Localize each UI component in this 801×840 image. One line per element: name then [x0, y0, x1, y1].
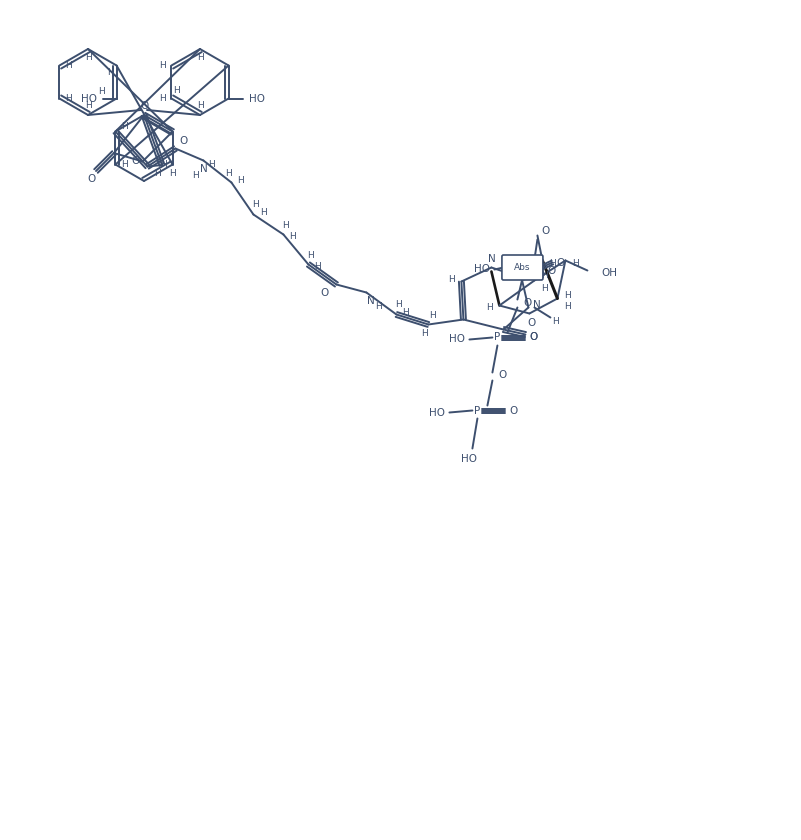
Text: OH: OH [602, 267, 618, 277]
Text: H: H [395, 300, 402, 309]
Text: HO: HO [461, 454, 477, 464]
Text: H: H [159, 94, 166, 103]
Text: N: N [367, 296, 374, 306]
Text: H: H [375, 302, 382, 311]
Text: HO: HO [81, 93, 97, 103]
Text: O: O [131, 156, 139, 166]
Text: O: O [509, 406, 517, 416]
Text: H: H [572, 259, 579, 268]
Text: O: O [557, 258, 565, 267]
Text: H: H [429, 311, 436, 320]
Text: H: H [260, 208, 267, 217]
Text: H: H [564, 302, 571, 311]
Text: H: H [552, 317, 559, 326]
Text: N: N [199, 164, 207, 174]
Text: H: H [159, 61, 166, 70]
Text: O: O [140, 101, 148, 111]
Text: H: H [534, 264, 541, 273]
Text: H: H [402, 308, 409, 317]
Text: H: H [154, 170, 160, 178]
Text: HO: HO [449, 334, 465, 344]
Text: H: H [541, 271, 548, 280]
Text: O: O [547, 265, 556, 276]
Text: H: H [289, 232, 296, 241]
Text: H: H [549, 259, 556, 268]
Text: N: N [533, 301, 541, 311]
Text: HO: HO [474, 265, 490, 275]
Text: H: H [121, 160, 128, 169]
FancyBboxPatch shape [502, 255, 543, 280]
Text: HO: HO [248, 93, 264, 103]
Text: H: H [65, 61, 72, 70]
Text: H: H [225, 169, 231, 178]
Text: H: H [85, 102, 91, 111]
Text: H: H [237, 176, 244, 185]
Text: Abs: Abs [514, 263, 531, 272]
Text: O: O [179, 135, 187, 145]
Text: H: H [564, 291, 571, 300]
Text: O: O [320, 288, 328, 298]
Text: H: H [192, 171, 199, 180]
Text: O: O [498, 370, 506, 381]
Text: H: H [65, 94, 72, 103]
Text: N: N [488, 255, 495, 265]
Text: H: H [173, 86, 179, 95]
Text: H: H [99, 87, 105, 96]
Text: H: H [252, 200, 259, 209]
Text: H: H [208, 160, 215, 169]
Text: H: H [85, 54, 91, 62]
Text: H: H [107, 68, 114, 77]
Text: H: H [486, 303, 493, 312]
Text: P: P [494, 333, 501, 343]
Text: H: H [121, 122, 128, 131]
Text: H: H [160, 160, 167, 169]
Text: H: H [169, 170, 175, 178]
Text: HO: HO [429, 407, 445, 417]
Text: O: O [529, 332, 537, 342]
Text: H: H [448, 275, 455, 284]
Text: H: H [307, 251, 314, 260]
Text: H: H [196, 102, 203, 111]
Text: O: O [523, 297, 532, 307]
Text: H: H [541, 284, 548, 293]
Text: O: O [527, 318, 536, 328]
Text: H: H [421, 329, 428, 338]
Text: H: H [282, 221, 289, 230]
Text: O: O [541, 225, 549, 235]
Text: O: O [87, 174, 95, 184]
Text: H: H [314, 262, 320, 271]
Text: O: O [529, 333, 537, 343]
Text: P: P [474, 406, 481, 416]
Text: H: H [196, 54, 203, 62]
